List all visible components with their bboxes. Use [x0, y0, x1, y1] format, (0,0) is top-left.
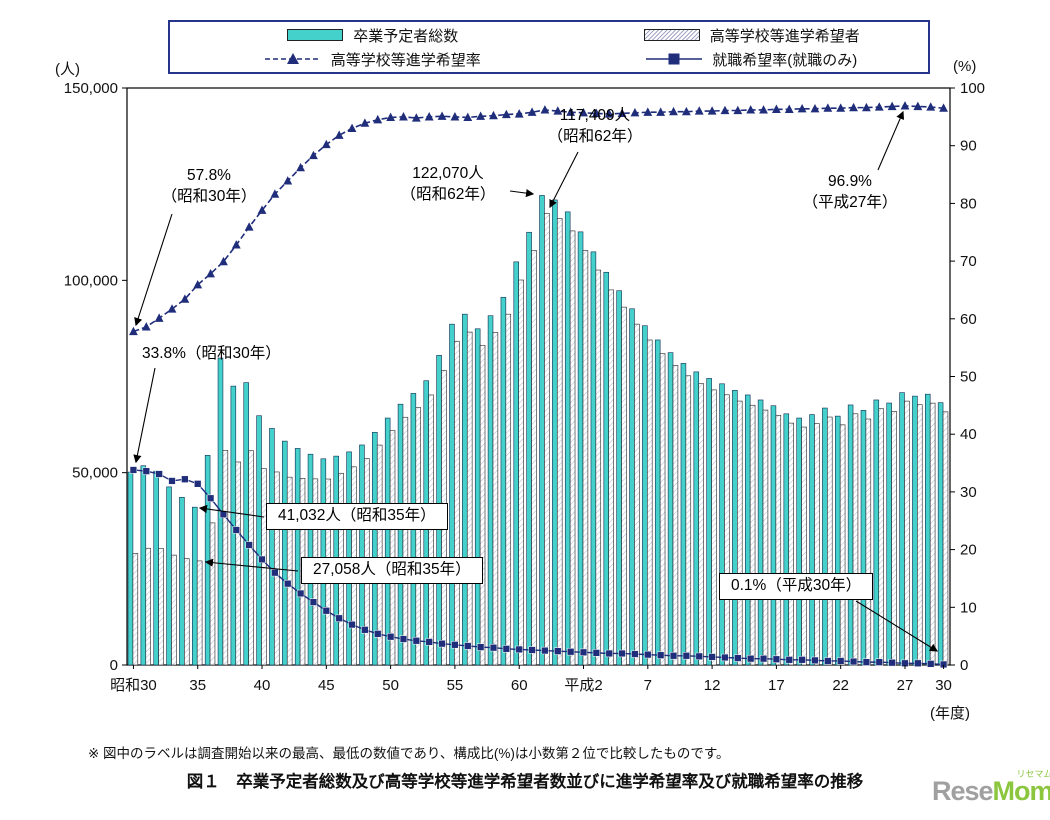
resemom-logo: リセマム ReseMom	[932, 769, 1050, 807]
annotation-total-max: 122,070人 （昭和62年）	[400, 165, 496, 203]
employment-rate-markers	[129, 466, 948, 669]
legend-item-total-graduates: 卒業予定者総数	[170, 25, 575, 46]
white-bar-swatch-icon	[643, 29, 700, 41]
annotation-arrows	[133, 110, 939, 652]
legend-item-employment-rate: 就職希望率(就職のみ)	[575, 49, 928, 70]
x-tick-label: 60	[511, 677, 528, 694]
annotation-rate-max: 96.9% （平成27年）	[802, 173, 898, 211]
x-tick-label: 7	[644, 677, 652, 694]
y-right-tick-label: 20	[960, 542, 977, 559]
cyan-bar-swatch-icon	[287, 29, 344, 41]
x-tick-label: 昭和30	[110, 677, 157, 694]
x-tick-label: 50	[382, 677, 399, 694]
chart-legend: 卒業予定者総数 高等学校等進学希望者 高等学校等進学希望率 就職希望率(就職のみ…	[168, 20, 930, 74]
resemom-ruby-text: リセマム	[1016, 769, 1050, 779]
y-right-tick-label: 50	[960, 369, 977, 386]
y-right-tick-label: 100	[960, 80, 985, 97]
annotation-advance-min: 27,058人（昭和35年）	[301, 557, 483, 584]
dashed-line-triangle-icon	[264, 53, 321, 64]
y-left-tick-label: 50,000	[72, 465, 118, 482]
annotation-rate-start: 57.8% （昭和30年）	[161, 167, 257, 205]
y-right-tick-label: 80	[960, 195, 977, 212]
x-tick-label: 17	[768, 677, 785, 694]
x-tick-label: 12	[704, 677, 721, 694]
legend-label-total-graduates: 卒業予定者総数	[353, 27, 459, 45]
legend-item-advance-hopefuls: 高等学校等進学希望者	[575, 25, 928, 46]
y-left-tick-label: 0	[110, 657, 118, 674]
annotation-employment-end: 0.1%（平成30年）	[719, 573, 874, 600]
legend-label-employment-rate: 就職希望率(就職のみ)	[712, 51, 858, 69]
right-axis-unit: (%)	[953, 58, 977, 75]
x-tick-label: 35	[189, 677, 206, 694]
annotation-total-min: 41,032人（昭和35年）	[266, 503, 448, 530]
legend-item-advance-rate: 高等学校等進学希望率	[170, 49, 575, 70]
x-tick-label: 30	[935, 677, 952, 694]
y-left-tick-label: 150,000	[64, 80, 118, 97]
x-tick-label: 平成2	[564, 677, 602, 694]
left-axis-unit: (人)	[55, 61, 80, 78]
footnote: ※ 図中のラベルは調査開始以来の最高、最低の数値であり、構成比(%)は小数第２位…	[88, 746, 730, 761]
y-right-tick-label: 0	[960, 657, 968, 674]
y-right-tick-label: 40	[960, 426, 977, 443]
y-right-tick-label: 10	[960, 599, 977, 616]
solid-line-square-icon	[646, 53, 703, 65]
y-right-tick-label: 70	[960, 253, 977, 270]
x-tick-label: 45	[318, 677, 335, 694]
employment-rate-line	[133, 469, 944, 666]
advance-rate-line	[133, 105, 944, 333]
legend-label-advance-hopefuls: 高等学校等進学希望者	[709, 27, 860, 45]
advance-rate-markers	[129, 101, 948, 336]
annotation-employment-start: 33.8%（昭和30年）	[142, 345, 281, 362]
y-left-tick-label: 100,000	[64, 272, 118, 289]
y-right-tick-label: 30	[960, 484, 977, 501]
legend-label-advance-rate: 高等学校等進学希望率	[330, 51, 481, 69]
x-tick-label: 55	[447, 677, 464, 694]
y-right-tick-label: 90	[960, 138, 977, 155]
total-graduates-bars	[127, 195, 944, 666]
figure-caption: 図１ 卒業予定者総数及び高等学校等進学希望者数並びに進学希望率及び就職希望率の推…	[186, 773, 864, 791]
x-axis-unit: (年度)	[930, 705, 970, 722]
y-right-tick-label: 60	[960, 311, 977, 328]
x-tick-label: 27	[897, 677, 914, 694]
x-tick-label: 22	[832, 677, 849, 694]
annotation-advance-max: 117,409人 （昭和62年）	[547, 107, 643, 145]
x-tick-label: 40	[254, 677, 271, 694]
